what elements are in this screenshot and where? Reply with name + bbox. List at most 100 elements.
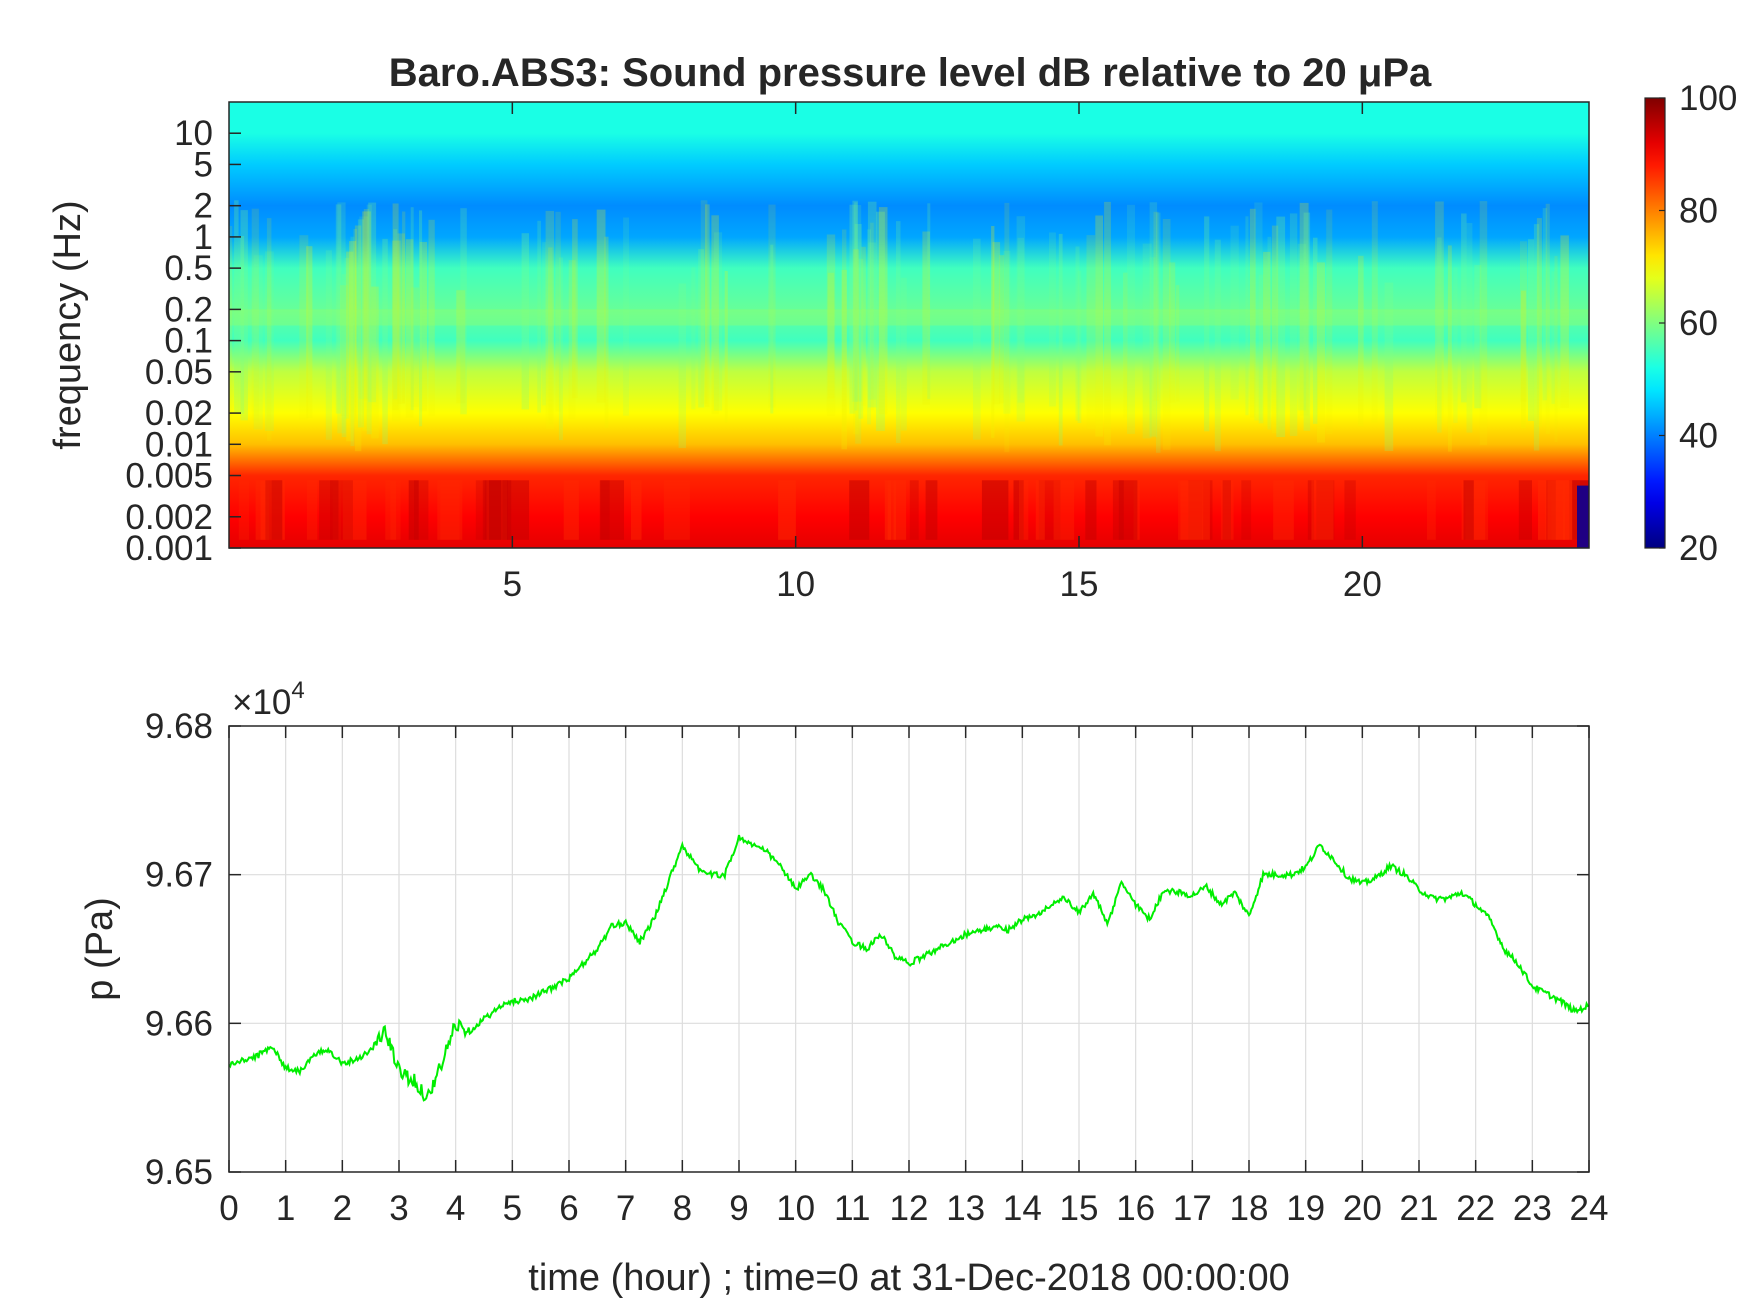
- x-tick-label: 19: [1286, 1189, 1325, 1228]
- spectrogram-streak: [251, 208, 259, 422]
- pressure-panel: 0 1 2 3 4 5 6 7 8 9 10 11 12 13 14 15 16 17 18 19 20 21 22 23 24…: [79, 677, 1608, 1299]
- spectrogram-streak: [1104, 201, 1111, 446]
- spectrogram-streak: [849, 204, 856, 414]
- spectrogram-streak: [1311, 480, 1334, 540]
- spectrogram-streak: [558, 257, 563, 441]
- spectrogram-streak: [927, 203, 931, 400]
- spectrogram-streak: [1222, 480, 1231, 540]
- spectrogram-streak: [1297, 243, 1307, 411]
- x-tick-label: 17: [1173, 1189, 1212, 1228]
- spectrogram-streak: [359, 216, 369, 399]
- spectrogram-streak: [1016, 216, 1026, 422]
- spectrogram-streak: [884, 480, 891, 540]
- spectrogram-streak: [991, 226, 995, 438]
- colorbar: 100 80 60 40 20: [1644, 79, 1737, 568]
- spectrogram-streak: [1463, 480, 1474, 540]
- spectrogram-streak: [1453, 267, 1458, 423]
- spectrogram-streak: [408, 480, 419, 540]
- spectrogram-streak: [1542, 208, 1548, 401]
- spectrogram-streak: [1133, 480, 1140, 540]
- spectrogram-streak: [437, 480, 463, 540]
- pressure-y-ticks: 9.68 9.67 9.66 9.65: [145, 707, 1589, 1192]
- spectrogram-streak: [596, 209, 606, 403]
- spectrogram-streak: [922, 231, 930, 405]
- colorbar-tick-label: 100: [1679, 79, 1737, 118]
- spectrogram-streak: [1003, 251, 1011, 414]
- spectrogram-streak: [1465, 480, 1489, 540]
- spectrogram-streak: [521, 233, 529, 410]
- spectrogram-streak: [325, 250, 332, 440]
- spectrogram-frame: [228, 101, 1590, 549]
- spectrogram-streak: [385, 480, 397, 540]
- spectrogram-streak: [1019, 480, 1029, 540]
- y-tick-label: 0.01: [145, 425, 213, 464]
- y-exponent-power: 4: [291, 677, 304, 704]
- spectrogram-streak: [368, 202, 377, 403]
- spectrogram-x-ticks: 5 10 15 20: [503, 102, 1382, 604]
- spectrogram-streak: [234, 200, 239, 413]
- spectrogram-streak: [1299, 202, 1309, 416]
- spectrogram-streak: [341, 274, 347, 438]
- spectrogram-streak: [563, 480, 579, 540]
- spectrogram-streak: [925, 480, 938, 540]
- spectrogram-streak: [1162, 219, 1171, 450]
- spectrogram-streak: [1326, 209, 1333, 434]
- spectrogram-streak: [340, 285, 349, 416]
- spectrogram-streak: [1271, 225, 1279, 434]
- spectrogram-streak: [238, 480, 250, 540]
- spectrogram-streak: [878, 207, 888, 415]
- spectrogram-streak: [973, 238, 981, 440]
- spectrogram-panel: Baro.ABS3: Sound pressure level dB relat…: [47, 51, 1590, 604]
- spectrogram-streak: [572, 219, 578, 399]
- spectrogram-streak: [1220, 480, 1234, 540]
- spectrogram-streak: [1518, 480, 1532, 540]
- spectrogram-streak: [337, 202, 346, 434]
- spectrogram-streak: [502, 480, 530, 540]
- spectrogram-streak: [854, 202, 858, 411]
- spectrogram-streak: [1202, 480, 1210, 540]
- y-tick-label: 0.002: [125, 498, 213, 537]
- x-tick-label: 20: [1343, 1189, 1382, 1228]
- spectrogram-streak: [229, 309, 1589, 326]
- spectrogram-streak: [1149, 202, 1158, 438]
- spectrogram-streak: [392, 203, 399, 411]
- x-tick-label: 3: [389, 1189, 408, 1228]
- x-tick-label: 21: [1400, 1189, 1439, 1228]
- spectrogram-streak: [691, 267, 696, 410]
- spectrogram-streak: [537, 220, 541, 413]
- spectrogram-streak: [1258, 274, 1264, 424]
- spectrogram-streak: [335, 204, 342, 414]
- spectrogram-streak: [700, 200, 708, 405]
- y-tick-label: 9.67: [145, 856, 213, 895]
- spectrogram-streak: [1533, 224, 1540, 451]
- spectrogram-streak: [827, 272, 835, 399]
- spectrogram-streak: [475, 480, 486, 540]
- spectrogram-streak: [306, 246, 313, 418]
- y-tick-label: 0.5: [164, 249, 213, 288]
- x-tick-label: 12: [890, 1189, 929, 1228]
- spectrogram-streak: [1461, 480, 1486, 540]
- spectrogram-streak: [265, 480, 282, 540]
- spectrogram-streak: [255, 480, 270, 540]
- spectrogram-streak: [542, 242, 546, 406]
- x-tick-label: 14: [1003, 1189, 1042, 1228]
- spectrogram-streak: [981, 480, 1009, 540]
- pressure-x-axis-label: time (hour) ; time=0 at 31-Dec-2018 00:0…: [528, 1257, 1289, 1299]
- spectrogram-streak: [568, 260, 576, 419]
- x-tick-label: 18: [1230, 1189, 1269, 1228]
- spectrogram-streak: [663, 480, 690, 540]
- spectrogram-streak: [306, 480, 318, 540]
- x-tick-label: 8: [673, 1189, 692, 1228]
- spectrogram-streak: [999, 255, 1005, 404]
- spectrogram-streak: [238, 236, 245, 414]
- x-tick-label: 10: [776, 565, 815, 604]
- spectrogram-streak: [548, 247, 553, 425]
- spectrogram-streak: [419, 242, 427, 412]
- spectrogram-streak: [778, 480, 796, 540]
- spectrogram-streak: [1035, 480, 1045, 540]
- spectrogram-streak: [1554, 255, 1558, 443]
- spectrogram-streak: [841, 269, 847, 450]
- spectrogram-streak: [770, 244, 774, 414]
- spectrogram-streak: [1230, 225, 1239, 400]
- x-tick-label: 0: [219, 1189, 238, 1228]
